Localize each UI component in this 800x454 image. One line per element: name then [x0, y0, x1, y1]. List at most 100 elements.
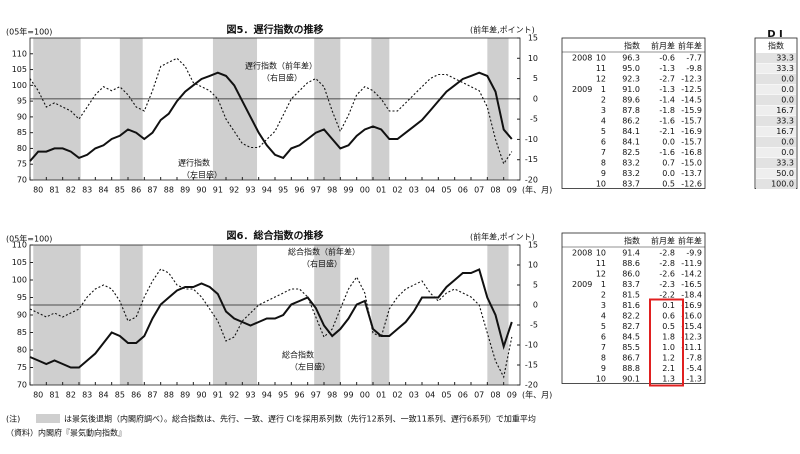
x-tick-label: 94 [262, 391, 272, 400]
table-cell: 0.5 [662, 322, 675, 331]
table-cell: 91.0 [622, 85, 640, 94]
x-tick-label: 06 [458, 186, 468, 195]
x-tick-label: 88 [164, 391, 174, 400]
y2-tick-label: 10 [528, 54, 538, 63]
y2-tick-label: -15 [525, 155, 538, 164]
table-header: 前年差 [678, 41, 702, 51]
table-cell: -1.3 [659, 85, 675, 94]
table-cell: 89.6 [622, 96, 640, 105]
x-tick-label: 99 [343, 186, 353, 195]
y-tick-label: 100 [12, 81, 27, 90]
table-cell: 85.5 [622, 343, 640, 352]
table-header: 前月差 [651, 41, 675, 51]
di-shade [756, 116, 796, 126]
table-cell: 95.0 [622, 64, 640, 73]
x-tick-label: 89 [180, 391, 190, 400]
table-cell: -14.2 [681, 270, 702, 279]
di-cell: 50.0 [776, 169, 794, 178]
table-cell: -12.3 [681, 333, 702, 342]
x-tick-label: 04 [425, 186, 435, 195]
x-axis-label: (年、月) [522, 390, 552, 400]
table-cell: -12.5 [681, 85, 702, 94]
table-cell: 88.8 [622, 364, 640, 373]
x-tick-label: 03 [409, 186, 419, 195]
di-cell: 33.3 [776, 54, 794, 63]
table-header: 前年差 [678, 236, 702, 246]
table-cell: 5 [601, 127, 606, 136]
x-tick-label: 86 [131, 391, 141, 400]
di-cell: 16.7 [776, 127, 794, 136]
y2-tick-label: -5 [530, 321, 538, 330]
x-tick-label: 99 [343, 391, 353, 400]
y-tick-label: 75 [17, 160, 27, 169]
x-tick-label: 98 [327, 186, 337, 195]
table-cell: 84.1 [622, 127, 640, 136]
x-tick-label: 06 [458, 391, 468, 400]
recession-band [487, 38, 509, 180]
di-shade [756, 179, 796, 189]
x-tick-label: 97 [311, 391, 321, 400]
table-cell: -2.8 [659, 259, 675, 268]
table-cell: 82.7 [622, 322, 640, 331]
table-cell: -7.7 [686, 54, 702, 63]
table-cell: 1.0 [662, 343, 675, 352]
x-tick-label: 08 [490, 391, 500, 400]
recession-band [33, 38, 81, 180]
table-cell: -2.7 [659, 75, 675, 84]
table-cell: -1.8 [659, 106, 675, 115]
table-cell: 12 [596, 75, 606, 84]
table-cell: -1.6 [659, 148, 675, 157]
table-cell: -9.8 [686, 64, 702, 73]
table-cell: 86.7 [622, 354, 640, 363]
table-cell: 11 [596, 64, 606, 73]
chart-title: 図6．総合指数の推移 [227, 229, 324, 242]
annotation: 遅行指数 [178, 158, 210, 168]
table-cell: 88.6 [622, 259, 640, 268]
table-cell: -2.3 [659, 280, 675, 289]
table-cell: 92.3 [622, 75, 640, 84]
x-tick-label: 90 [196, 186, 206, 195]
table-cell: 2 [601, 96, 606, 105]
table-cell: -18.4 [681, 291, 702, 300]
x-tick-label: 00 [360, 391, 370, 400]
annotation: 総合指数 [282, 350, 314, 360]
table-cell: -12.3 [681, 75, 702, 84]
di-shade [756, 53, 796, 63]
x-tick-label: 07 [474, 186, 484, 195]
table-cell: 4 [601, 312, 606, 321]
di-header: 指数 [768, 41, 784, 51]
x-tick-label: 93 [245, 186, 255, 195]
table-cell: 84.1 [622, 138, 640, 147]
y-tick-label: 70 [17, 176, 27, 185]
di-shade [756, 84, 796, 95]
recession-band [33, 245, 81, 385]
table-cell: -2.2 [659, 291, 675, 300]
table-cell: 2.1 [662, 364, 675, 373]
y-tick-label: 70 [17, 381, 27, 390]
di-cell: 0.0 [781, 138, 794, 147]
di-shade [756, 95, 796, 105]
di-shade [756, 63, 796, 74]
x-tick-label: 82 [66, 186, 76, 195]
recession-band [314, 38, 341, 180]
y2-axis-label: (前年差,ポイント) [470, 25, 535, 35]
table-cell: -1.6 [659, 117, 675, 126]
y-tick-label: 90 [17, 112, 27, 121]
table-cell: -16.9 [681, 301, 702, 310]
table-cell: 82.5 [622, 148, 640, 157]
table-cell: 3 [601, 301, 606, 310]
x-tick-label: 89 [180, 186, 190, 195]
y2-tick-label: 5 [533, 281, 538, 290]
y-tick-label: 80 [17, 346, 27, 355]
table-cell: -16.5 [681, 280, 702, 289]
x-tick-label: 92 [229, 391, 239, 400]
y-tick-label: 110 [12, 49, 27, 58]
x-tick-label: 85 [115, 186, 125, 195]
y-axis-label: (05年=100) [6, 27, 52, 37]
table-cell: 5 [601, 322, 606, 331]
table-header: 指数 [624, 236, 640, 246]
x-tick-label: 92 [229, 186, 239, 195]
x-tick-label: 81 [49, 391, 59, 400]
di-cell: 0.0 [781, 148, 794, 157]
